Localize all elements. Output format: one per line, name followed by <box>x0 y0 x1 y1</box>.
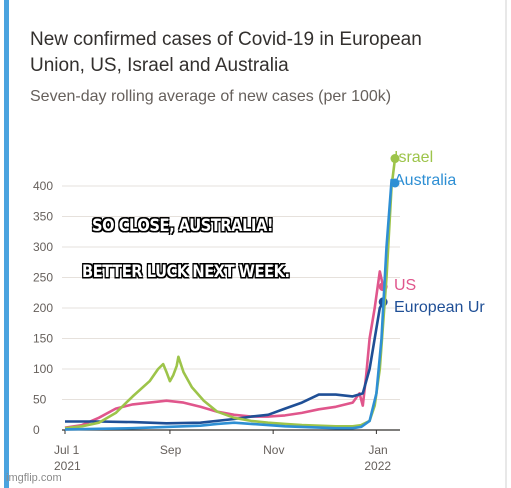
chart-subtitle: Seven-day rolling average of new cases (… <box>30 88 392 105</box>
x-tick-label-0: Jul 1 <box>54 443 80 457</box>
series-line-australia <box>64 178 396 431</box>
y-tick-label-0: 0 <box>33 423 40 437</box>
left-frame-bar <box>4 0 9 488</box>
x-tick-label-1: Sep <box>160 443 182 457</box>
y-tick-label-400: 400 <box>33 179 53 193</box>
x-tick-year-3: 2022 <box>364 459 391 473</box>
y-axis-ticks: 0 50 100 150 200 250 300 350 400 <box>33 179 53 437</box>
x-tick-label-3: Jan <box>368 443 387 457</box>
legend-label-eu: European Ur <box>394 299 485 316</box>
y-tick-label-150: 150 <box>33 332 53 346</box>
y-tick-label-50: 50 <box>33 393 47 407</box>
legend-label-us: US <box>394 277 416 294</box>
meme-caption-line-2: BETTER LUCK NEXT WEEK. <box>82 262 290 282</box>
legend-label-australia: Australia <box>394 172 456 189</box>
x-tick-label-2: Nov <box>263 443 284 457</box>
chart-title: New confirmed cases of Covid-19 in Europ… <box>30 29 422 76</box>
series-line-european-union <box>65 301 385 425</box>
y-tick-label-250: 250 <box>33 271 53 285</box>
legend: Israel Australia US European Ur <box>394 149 485 316</box>
y-tick-label-100: 100 <box>33 362 53 376</box>
series-endpoint-israel <box>390 154 400 164</box>
meme-caption-line-1: SO CLOSE, AUSTRALIA! <box>92 216 274 236</box>
watermark: imgflip.com <box>6 472 62 484</box>
y-tick-label-200: 200 <box>33 301 53 315</box>
x-tick-year-0: 2021 <box>54 459 81 473</box>
right-frame-bar <box>505 0 507 488</box>
grid-layer <box>62 185 400 431</box>
series-layer <box>64 154 400 431</box>
y-tick-label-350: 350 <box>33 210 53 224</box>
y-tick-label-300: 300 <box>33 240 53 254</box>
legend-label-israel: Israel <box>394 149 433 166</box>
series-line-israel <box>64 158 397 430</box>
series-line-us <box>64 270 385 429</box>
series-endpoint-australia <box>390 178 400 188</box>
x-axis-ticks: Jul 1 2021 Sep Nov Jan 2022 <box>54 430 391 473</box>
